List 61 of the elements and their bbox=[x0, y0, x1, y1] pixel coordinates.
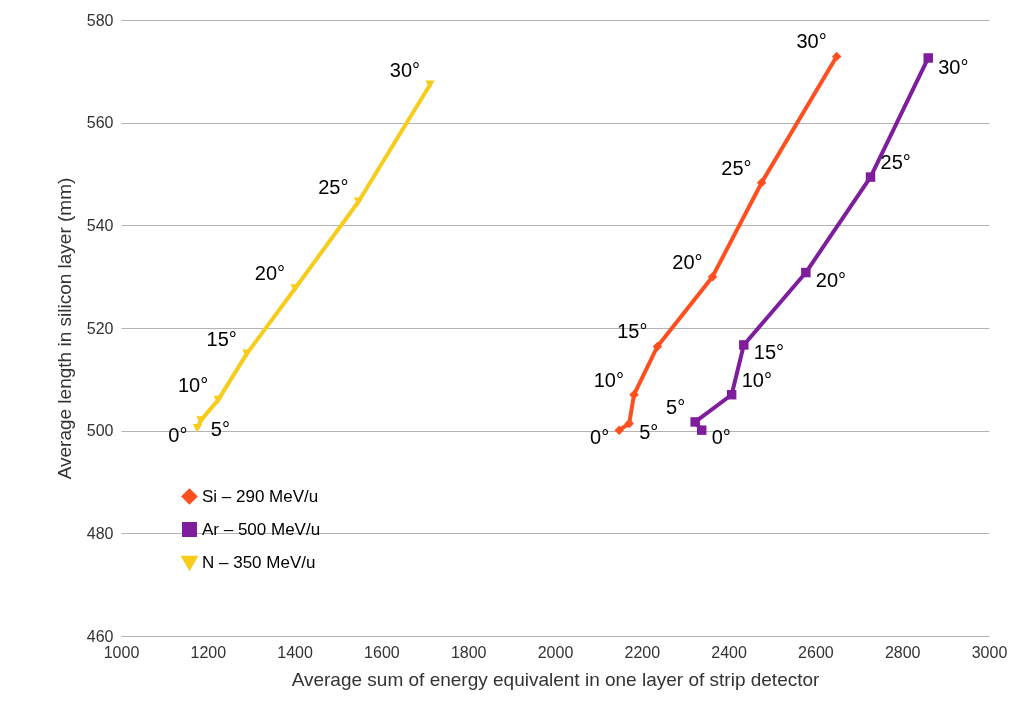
annotation: 30° bbox=[389, 58, 421, 81]
point bbox=[652, 341, 663, 352]
point bbox=[690, 417, 700, 427]
annotation: 15° bbox=[617, 320, 648, 343]
x-tick-label: 2800 bbox=[884, 643, 921, 661]
x-tick-label: 2000 bbox=[537, 643, 574, 661]
point bbox=[192, 423, 203, 433]
point bbox=[629, 389, 639, 400]
annotation: 25° bbox=[880, 151, 911, 174]
point bbox=[707, 271, 718, 282]
x-tick-label: 1400 bbox=[277, 643, 313, 661]
annotation: 30° bbox=[796, 30, 827, 53]
x-tick-label: 1200 bbox=[190, 643, 227, 661]
point bbox=[831, 51, 842, 62]
annotation: 5° bbox=[210, 418, 230, 441]
y-tick-label: 540 bbox=[86, 216, 114, 234]
y-axis-title: Average length in silicon layer (mm) bbox=[53, 177, 75, 480]
x-tick-label: 3000 bbox=[971, 643, 1008, 661]
point bbox=[353, 197, 364, 206]
legend-label: Ar – 500 MeV/u bbox=[202, 519, 321, 539]
legend-label: Si – 290 MeV/u bbox=[202, 486, 319, 506]
annotation: 30° bbox=[938, 55, 969, 78]
annotation: 0° bbox=[590, 426, 610, 449]
legend-label: N – 350 MeV/u bbox=[202, 552, 316, 572]
point bbox=[923, 53, 933, 63]
annotation: 25° bbox=[721, 156, 752, 179]
annotation: 20° bbox=[672, 250, 703, 273]
point bbox=[726, 389, 737, 400]
y-tick-label: 500 bbox=[86, 422, 114, 440]
x-tick-label: 1000 bbox=[103, 643, 140, 661]
annotation: 15° bbox=[753, 340, 785, 363]
annotation: 0° bbox=[168, 424, 188, 447]
x-tick-label: 1800 bbox=[450, 643, 487, 661]
point bbox=[739, 340, 749, 350]
annotation: 10° bbox=[177, 373, 209, 396]
point bbox=[290, 284, 300, 293]
point bbox=[801, 267, 811, 278]
x-tick-label: 2600 bbox=[798, 643, 834, 661]
y-tick-label: 460 bbox=[86, 627, 114, 645]
point bbox=[213, 395, 223, 404]
x-tick-label: 2200 bbox=[624, 643, 661, 661]
point bbox=[614, 425, 624, 435]
annotation: 20° bbox=[815, 268, 847, 291]
annotation: 5° bbox=[639, 421, 659, 444]
x-axis-title: Average sum of energy equivalent in one layer of strip detector bbox=[291, 668, 821, 690]
point bbox=[696, 425, 707, 435]
x-tick-label: 1600 bbox=[364, 643, 400, 661]
annotation: 15° bbox=[206, 327, 237, 350]
annotation: 10° bbox=[593, 368, 624, 391]
y-tick-label: 520 bbox=[86, 319, 114, 337]
x-tick-label: 2400 bbox=[711, 643, 747, 661]
y-tick-label: 560 bbox=[86, 114, 114, 132]
y-tick-label: 480 bbox=[86, 524, 114, 542]
annotation: 20° bbox=[254, 262, 286, 285]
annotation: 5° bbox=[666, 395, 686, 418]
annotation: 10° bbox=[741, 368, 772, 391]
annotation: 25° bbox=[318, 175, 349, 198]
point bbox=[756, 177, 767, 188]
point bbox=[865, 172, 876, 182]
y-tick-label: 580 bbox=[86, 11, 114, 29]
annotation: 0° bbox=[711, 426, 731, 449]
